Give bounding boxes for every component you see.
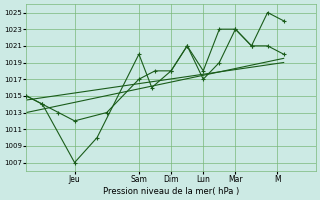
X-axis label: Pression niveau de la mer( hPa ): Pression niveau de la mer( hPa ) bbox=[103, 187, 239, 196]
